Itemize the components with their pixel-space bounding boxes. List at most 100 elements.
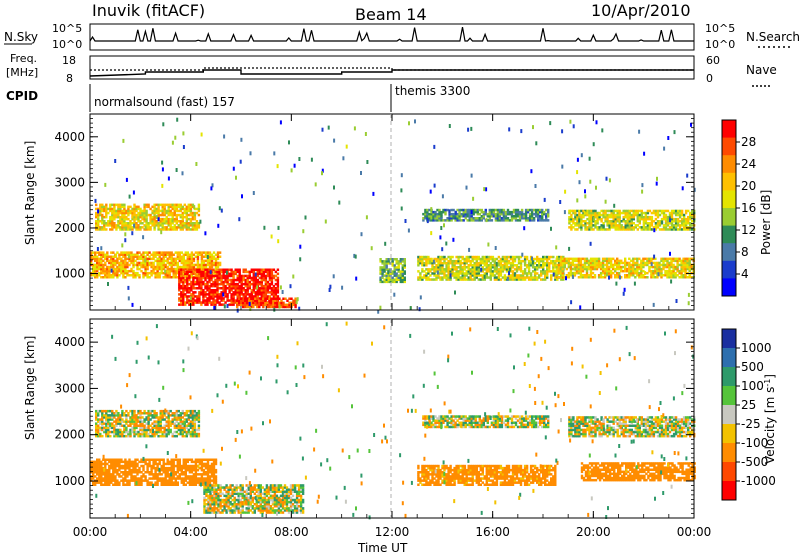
power-cell	[139, 215, 142, 219]
power-cell	[154, 255, 157, 258]
power-cell	[689, 217, 692, 221]
power-cell	[185, 226, 188, 229]
power-cell	[95, 224, 98, 227]
power-cell	[579, 267, 583, 271]
velocity-cell	[129, 416, 132, 419]
power-cell	[668, 261, 671, 265]
power-cell	[524, 208, 528, 212]
power-cell	[202, 295, 205, 298]
power-cell	[204, 265, 208, 269]
velocity-cell	[96, 466, 99, 470]
velocity-cell	[121, 420, 124, 423]
power-cell	[208, 291, 211, 294]
power-cell	[268, 299, 271, 302]
power-cell	[96, 255, 99, 258]
power-cell	[644, 222, 648, 225]
velocity-cell	[98, 460, 101, 464]
power-cell	[183, 226, 186, 229]
power-point	[292, 274, 295, 279]
power-cell	[139, 226, 142, 229]
power-cell	[467, 270, 470, 273]
power-cell	[220, 295, 223, 298]
power-cell	[137, 211, 140, 215]
power-cell	[489, 274, 492, 277]
power-cell	[642, 269, 645, 273]
power-cell	[133, 213, 136, 217]
power-cell	[652, 220, 656, 223]
power-cell	[188, 253, 192, 256]
power-cell	[121, 224, 124, 227]
power-cell	[246, 299, 249, 302]
power-cell	[674, 213, 678, 217]
power-cell	[206, 289, 209, 292]
power-cell	[129, 224, 132, 227]
power-cell	[145, 213, 148, 217]
power-cell	[554, 259, 557, 263]
power-cell	[429, 261, 432, 265]
power-cell	[186, 295, 189, 298]
power-cell	[182, 293, 185, 296]
power-cell	[426, 217, 429, 220]
power-cell	[206, 282, 209, 286]
power-cell	[616, 265, 619, 269]
power-cell	[489, 266, 492, 269]
power-point	[573, 271, 576, 276]
power-point	[561, 164, 564, 169]
power-cell	[180, 272, 183, 276]
velocity-cell	[115, 424, 118, 427]
power-cell	[664, 209, 668, 213]
power-cell	[521, 270, 525, 273]
power-point	[199, 219, 202, 224]
power-cell	[508, 210, 512, 214]
power-cell	[435, 266, 438, 269]
power-cell	[636, 209, 639, 213]
velocity-cell	[153, 430, 156, 434]
power-cell	[114, 267, 117, 271]
power-cell	[539, 217, 542, 220]
velocity-cell	[95, 416, 98, 419]
power-cell	[662, 217, 666, 221]
power-cell	[222, 272, 225, 276]
power-cell	[480, 215, 483, 218]
power-cell	[161, 203, 164, 207]
power-cell	[238, 287, 241, 290]
power-point	[131, 231, 134, 236]
power-cell	[256, 282, 259, 286]
power-point	[543, 197, 546, 202]
power-cell	[609, 261, 613, 265]
power-cell	[602, 224, 605, 227]
power-cell	[270, 301, 273, 305]
power-cell	[228, 278, 231, 282]
power-cell	[434, 212, 437, 216]
power-cell	[505, 264, 509, 267]
power-cell	[218, 301, 221, 304]
power-point	[360, 232, 363, 237]
power-cell	[240, 299, 243, 302]
power-cell	[272, 297, 275, 300]
power-cell	[264, 287, 268, 290]
power-cell	[438, 210, 441, 214]
power-point	[377, 309, 380, 314]
power-cell	[234, 284, 237, 288]
power-cell	[248, 305, 251, 309]
power-cell	[468, 212, 471, 216]
power-point	[440, 226, 443, 230]
power-cell	[624, 220, 627, 223]
power-point	[273, 151, 276, 156]
power-cell	[292, 301, 295, 305]
power-cell	[618, 224, 621, 227]
power-cell	[122, 263, 125, 267]
power-cell	[592, 228, 595, 231]
power-cell	[610, 224, 613, 227]
power-cell	[174, 276, 177, 279]
power-cell	[676, 269, 679, 273]
power-cell	[552, 255, 555, 259]
power-cell	[276, 278, 280, 282]
velocity-cell	[105, 424, 108, 427]
power-cell	[118, 265, 121, 269]
power-cell	[276, 284, 280, 288]
power-cell	[652, 261, 655, 265]
power-cell	[182, 297, 185, 300]
velocity-cell	[139, 412, 142, 415]
power-cell	[162, 253, 165, 256]
